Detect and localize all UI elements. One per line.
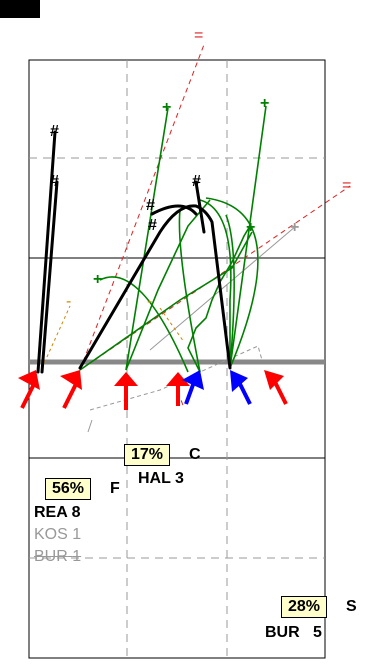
pct-box-sideline: 28% <box>281 596 328 618</box>
black-routes <box>36 130 232 374</box>
blue-arrow-icon <box>230 370 252 405</box>
blue-arrow-icon <box>182 370 204 405</box>
red-arrow-icon <box>18 370 40 409</box>
orange-route-end-1: - <box>66 293 71 310</box>
pct-box-flat: 56% <box>45 478 92 500</box>
zone-letter-center: C <box>189 446 201 463</box>
player-tag-flat-1: REA 8 <box>34 504 81 521</box>
black-route-end-5: # <box>192 173 201 190</box>
red-arrow-icon <box>166 372 190 406</box>
gray-route-end: + <box>290 219 299 236</box>
red-arrow-icon <box>114 372 138 410</box>
player-tag-flat-2: KOS 1 <box>34 526 82 543</box>
red-arrow-icon <box>264 370 288 405</box>
green-route-end-1: + <box>162 99 171 116</box>
player-tag-center-1: HAL 3 <box>138 470 184 487</box>
player-tag-flat-3: BUR 1 <box>34 548 82 565</box>
defense-markers <box>182 370 252 405</box>
black-route-end-2: # <box>50 173 59 190</box>
black-route-end-1: # <box>50 123 59 140</box>
zone-letter-flat: F <box>110 480 120 497</box>
zone-letter-sideline: S <box>346 598 357 615</box>
pct-box-center: 17% <box>124 444 171 466</box>
red-route-end-2: = <box>342 177 351 194</box>
offense-markers <box>18 370 288 410</box>
grid-dashes <box>29 60 325 658</box>
field-border <box>28 59 326 659</box>
orange-route-end-2: - <box>147 293 152 310</box>
red-dashed-routes <box>79 41 351 409</box>
red-arrow-icon <box>60 370 82 409</box>
green-routes <box>79 105 267 373</box>
green-route-end-3: + <box>246 219 255 236</box>
black-route-end-3: # <box>146 197 155 214</box>
black-route-end-4: # <box>148 217 157 234</box>
orange-dashed-routes <box>41 305 185 369</box>
green-route-end-2: + <box>260 95 269 112</box>
corner-block <box>0 0 40 18</box>
green-route-end-4: + <box>93 271 102 288</box>
red-route-end-1: = <box>194 27 203 44</box>
player-tag-sideline-1: BUR 5 <box>265 624 322 641</box>
